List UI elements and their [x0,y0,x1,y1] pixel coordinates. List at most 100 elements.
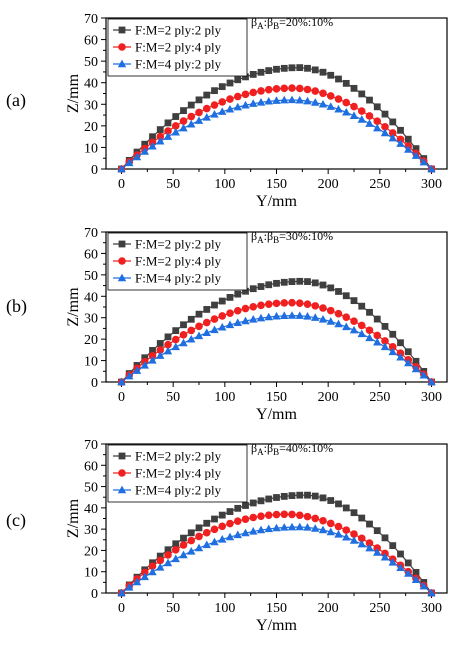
data-point [140,572,149,581]
data-point [349,111,359,119]
panel-label: (a) [6,90,26,111]
data-point [373,331,382,340]
data-point [156,351,165,359]
data-point [404,559,412,567]
data-point [288,84,296,92]
legend-entry: F:M=2 ply:4 ply [135,254,222,269]
data-point [365,539,374,547]
data-point [179,123,188,132]
data-point [327,71,335,79]
data-point [265,67,273,74]
x-tick-label: 200 [318,177,339,192]
x-tick-label: 100 [214,601,235,616]
data-point [218,297,226,305]
data-point [357,321,366,330]
data-point [335,75,342,83]
data-point [164,119,172,127]
data-point [194,543,204,552]
series-line [121,280,432,383]
data-point [397,550,404,558]
data-point [163,346,173,355]
y-tick-label: 10 [84,355,98,370]
data-point [257,301,265,310]
data-point [342,107,351,116]
x-tick-label: 250 [369,601,390,616]
data-point [280,64,288,72]
ratio-annotation: βA:βB=40%:10% [251,441,333,457]
data-point [280,278,288,286]
data-point [218,534,227,543]
data-point [335,288,342,295]
data-point [249,99,258,107]
y-tick-label: 40 [84,502,98,517]
data-point [257,283,265,290]
data-point [380,552,390,561]
data-point [304,64,311,72]
data-point [226,519,234,528]
data-point [358,90,366,98]
legend-marker [118,43,126,51]
data-point [373,117,382,125]
data-point [187,112,196,121]
legend-marker [118,257,126,265]
data-point [304,278,311,285]
legend-entry: F:M=2 ply:2 ply [135,449,222,464]
legend-entry: F:M=2 ply:2 ply [135,23,222,38]
data-point [319,494,327,502]
data-point [179,117,188,125]
data-point [172,540,180,548]
data-point [272,96,281,104]
legend-marker [117,273,127,282]
legend-entry: F:M=4 ply:2 ply [135,57,222,72]
data-point [148,355,157,364]
panel-label: (c) [6,510,26,531]
data-point [296,491,304,499]
data-point [342,532,351,541]
data-point [264,524,273,533]
data-point [419,581,428,590]
data-point [326,306,335,315]
data-point [241,515,250,523]
data-point [187,119,196,128]
data-point [357,107,366,115]
data-point [287,95,297,104]
data-point [412,357,420,365]
data-point [265,495,273,503]
data-point [358,514,366,522]
data-point [242,287,249,295]
y-axis-label: Z/mm [65,498,82,538]
y-tick-label: 50 [84,481,98,496]
data-point [280,311,289,320]
data-point [117,588,126,597]
data-point [397,126,404,134]
data-point [172,327,180,335]
data-point [202,528,211,537]
data-point [388,343,397,351]
data-point [404,569,413,577]
data-point [303,512,312,521]
legend-marker [117,59,127,68]
data-point [365,119,374,127]
data-point [280,523,289,531]
data-point [288,278,296,286]
data-point [117,377,126,386]
data-point [396,352,405,361]
data-point [218,83,226,91]
series-1 [118,491,435,597]
data-point [319,304,327,312]
y-tick-label: 60 [84,247,98,262]
y-tick-label: 50 [84,55,98,70]
data-point [280,299,289,307]
chart-panel: (b) 0 50 100 150 200 250 300 0 10 20 30 40 50 60 70 Y/mm… [6,226,448,423]
data-point [264,300,273,308]
data-point [218,98,227,106]
legend-box [107,232,248,291]
data-point [373,123,382,132]
data-point [171,342,180,351]
data-point [411,575,421,583]
data-point [257,512,265,520]
data-point [156,132,165,141]
y-tick-label: 40 [84,290,98,305]
data-point [218,322,227,331]
y-tick-label: 50 [84,269,98,284]
